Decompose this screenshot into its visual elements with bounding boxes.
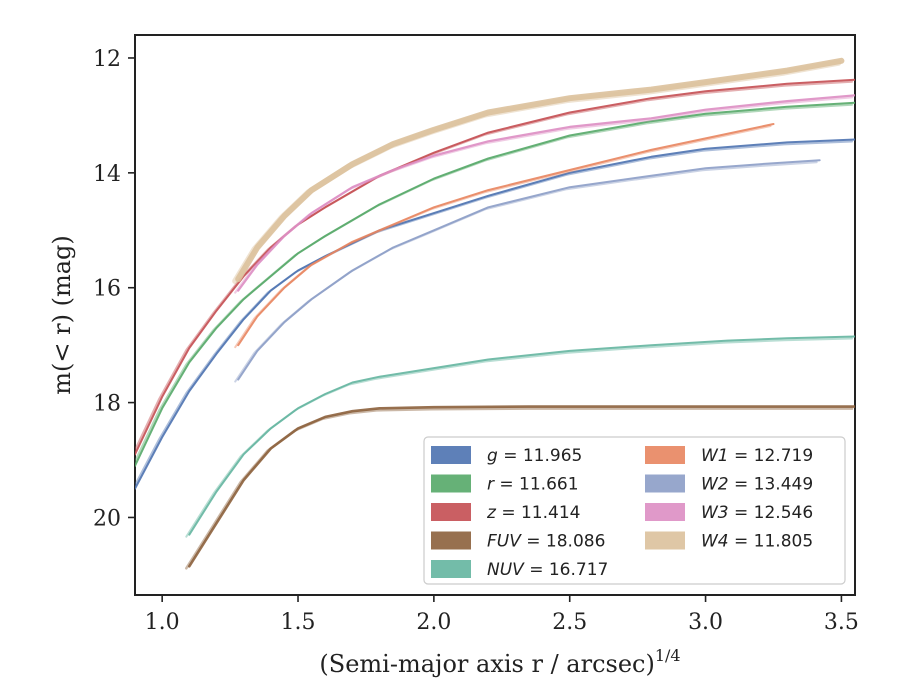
legend-label-r: r = 11.661	[487, 475, 579, 495]
series-w3	[234, 94, 855, 294]
legend-swatch-w3	[645, 503, 685, 521]
series-z-line	[135, 78, 855, 456]
series-fuv-line	[188, 405, 855, 568]
y-tick-label: 18	[93, 392, 121, 417]
x-axis-label-superscript: 1/4	[655, 646, 681, 665]
series-w4	[232, 57, 845, 285]
series-w2-line	[237, 159, 821, 381]
series-fuv	[185, 405, 855, 570]
legend-label-w2: W2 = 13.449	[701, 475, 813, 495]
series-g-line	[135, 138, 855, 490]
legend-item-nuv: NUV = 16.717	[431, 560, 608, 580]
series-w1-line	[237, 123, 775, 347]
legend-item-w4: W4 = 11.805	[645, 531, 813, 552]
legend: g = 11.965 r = 11.661 z = 11.414 FUV = 18.0…	[423, 436, 846, 585]
legend-label-z: z = 11.414	[486, 503, 580, 523]
legend-items: g = 11.965 r = 11.661 z = 11.414 FUV = 18.0…	[431, 446, 813, 580]
y-axis-ticks: 12 14 16 18 20	[93, 47, 135, 531]
legend-swatch-w4	[645, 531, 685, 550]
x-tick-label: 1.0	[145, 610, 180, 635]
series-nuv	[185, 335, 855, 538]
y-axis-label: m(< r) (mag)	[48, 235, 76, 394]
y-tick-label: 14	[93, 162, 121, 187]
legend-item-w2: W2 = 13.449	[645, 474, 813, 495]
series-r-line	[135, 101, 855, 467]
legend-label-w3: W3 = 12.546	[701, 503, 813, 523]
y-tick-label: 20	[93, 506, 121, 531]
legend-box	[423, 436, 846, 585]
legend-swatch-w2	[645, 474, 685, 493]
series-w2	[234, 159, 821, 383]
legend-swatch-g	[431, 446, 471, 464]
x-tick-label: 3.0	[688, 610, 723, 635]
legend-swatch-nuv	[431, 560, 471, 578]
legend-label-nuv: NUV = 16.717	[487, 560, 608, 580]
legend-label-w4: W4 = 11.805	[701, 532, 813, 552]
series-layer	[135, 57, 855, 570]
series-nuv-line	[188, 335, 855, 536]
x-axis-title: (Semi-major axis r / arcsec)1/4	[319, 646, 680, 678]
x-tick-label: 3.5	[824, 610, 859, 635]
series-w3-line	[237, 94, 855, 292]
legend-item-g: g = 11.965	[431, 446, 582, 466]
legend-swatch-fuv	[431, 531, 471, 550]
x-tick-label: 2.5	[552, 610, 587, 635]
legend-item-w3: W3 = 12.546	[645, 503, 813, 523]
y-tick-label: 12	[93, 47, 121, 72]
y-tick-label: 16	[93, 277, 121, 302]
legend-label-fuv: FUV = 18.086	[487, 532, 605, 552]
legend-item-fuv: FUV = 18.086	[431, 531, 605, 552]
series-g	[135, 138, 855, 490]
series-w4-line	[235, 57, 845, 283]
legend-swatch-r	[431, 474, 471, 493]
x-axis-ticks: 1.0 1.5 2.0 2.5 3.0 3.5	[145, 595, 859, 635]
x-tick-label: 2.0	[416, 610, 451, 635]
legend-swatch-w1	[645, 446, 685, 464]
legend-swatch-z	[431, 503, 471, 521]
series-w1	[234, 123, 775, 349]
legend-label-w1: W1 = 12.719	[701, 446, 813, 466]
x-tick-label: 1.5	[281, 610, 316, 635]
legend-item-w1: W1 = 12.719	[645, 446, 813, 466]
series-r	[135, 101, 855, 467]
legend-item-z: z = 11.414	[431, 503, 580, 523]
x-axis-label: (Semi-major axis r / arcsec)	[319, 650, 654, 678]
legend-item-r: r = 11.661	[431, 474, 579, 495]
legend-label-g: g = 11.965	[487, 446, 582, 466]
series-z	[135, 78, 855, 456]
